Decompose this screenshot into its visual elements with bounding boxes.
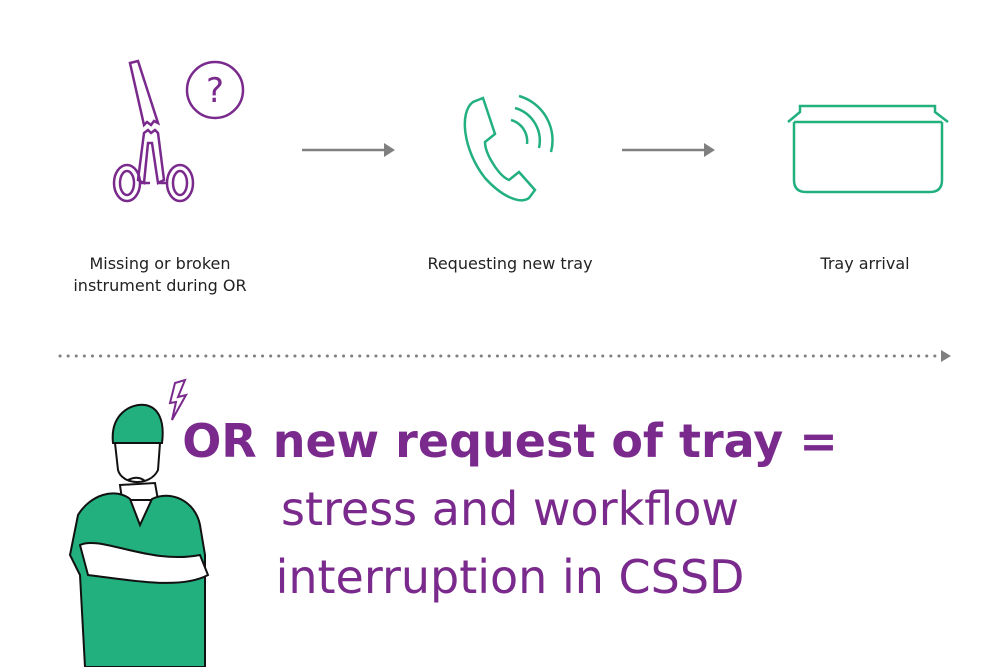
step-label-line: instrument during OR	[73, 276, 247, 295]
arrow-right-icon	[622, 143, 715, 157]
arrow-right-icon	[302, 143, 395, 157]
phone-ringing-icon	[463, 94, 554, 202]
headline-line-3: interruption in CSSD	[275, 550, 745, 604]
tray-icon	[787, 104, 949, 194]
stressed-surgeon-illustration	[68, 378, 210, 667]
dotted-timeline-arrow	[58, 350, 951, 362]
step-label-requesting-tray: Requesting new tray	[427, 254, 593, 273]
headline-line-1: OR new request of tray =	[182, 414, 838, 468]
step-label-line: Missing or broken	[89, 254, 231, 273]
step-label-tray-arrival: Tray arrival	[820, 254, 910, 273]
headline-line-2: stress and workflow	[281, 482, 739, 536]
broken-clamp-question-icon: ?	[112, 59, 245, 203]
svg-text:?: ?	[206, 71, 224, 111]
step-label-missing-instrument: Missing or broken instrument during OR	[40, 253, 280, 297]
